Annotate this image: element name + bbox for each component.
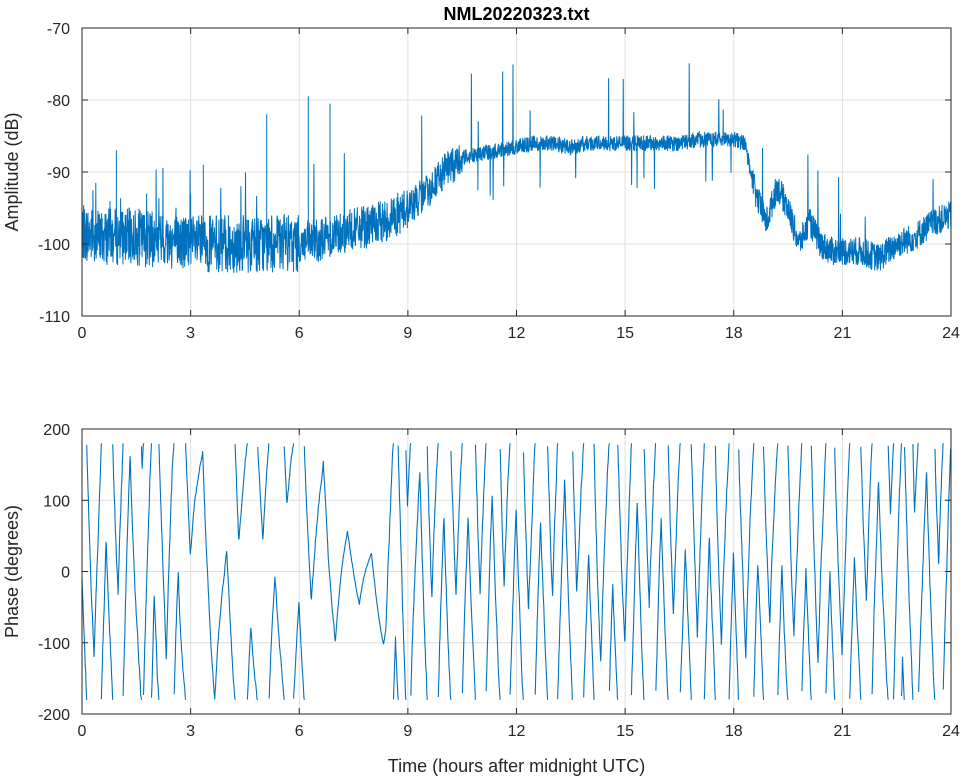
phase-y-ticks: 200 100 0 -100 -200 xyxy=(38,422,951,724)
x-tick-label: 21 xyxy=(833,723,851,740)
x-tick-label: 12 xyxy=(508,723,526,740)
phase-x-label: Time (hours after midnight UTC) xyxy=(388,756,645,776)
x-tick-label: 3 xyxy=(186,325,195,342)
y-tick-label: 100 xyxy=(43,493,70,510)
y-tick-label: -110 xyxy=(39,309,70,326)
x-tick-label: 9 xyxy=(403,325,412,342)
y-tick-label: -100 xyxy=(38,237,70,254)
phase-trace xyxy=(82,442,951,701)
y-tick-label: -70 xyxy=(47,21,70,38)
x-tick-label: 18 xyxy=(725,723,743,740)
phase-axes: 0 3 6 9 12 15 18 21 24 200 100 0 -100 -200 Time (hou… xyxy=(2,422,960,776)
amplitude-y-ticks: -70 -80 -90 -100 -110 xyxy=(38,21,951,326)
y-tick-label: 200 xyxy=(43,422,70,439)
x-tick-label: 6 xyxy=(295,325,304,342)
amplitude-series-line xyxy=(82,63,951,273)
x-tick-label: 12 xyxy=(508,325,526,342)
y-tick-label: -100 xyxy=(38,636,70,653)
x-tick-label: 15 xyxy=(616,723,634,740)
x-tick-label: 0 xyxy=(78,723,87,740)
amplitude-x-ticks: 0 3 6 9 12 15 18 21 24 xyxy=(78,28,960,342)
amplitude-grid xyxy=(81,27,952,317)
amplitude-axes: 0 3 6 9 12 15 18 21 24 -70 -80 -90 -100 -110 NML2022… xyxy=(2,4,960,342)
y-tick-label: -90 xyxy=(47,165,70,182)
x-tick-label: 15 xyxy=(616,325,634,342)
x-tick-label: 18 xyxy=(725,325,743,342)
phase-series-line xyxy=(82,442,951,701)
amplitude-trace xyxy=(82,63,951,273)
x-tick-label: 21 xyxy=(833,325,851,342)
x-tick-label: 24 xyxy=(942,723,960,740)
x-tick-label: 9 xyxy=(403,723,412,740)
phase-y-label: Phase (degrees) xyxy=(2,505,22,638)
x-tick-label: 3 xyxy=(186,723,195,740)
chart-title: NML20220323.txt xyxy=(443,4,589,24)
x-tick-label: 0 xyxy=(78,325,87,342)
phase-x-ticks: 0 3 6 9 12 15 18 21 24 xyxy=(78,429,960,740)
x-tick-label: 24 xyxy=(942,325,960,342)
y-tick-label: 0 xyxy=(61,565,70,582)
y-tick-label: -200 xyxy=(38,707,70,724)
amplitude-y-label: Amplitude (dB) xyxy=(2,112,22,231)
x-tick-label: 6 xyxy=(295,723,304,740)
y-tick-label: -80 xyxy=(47,93,70,110)
